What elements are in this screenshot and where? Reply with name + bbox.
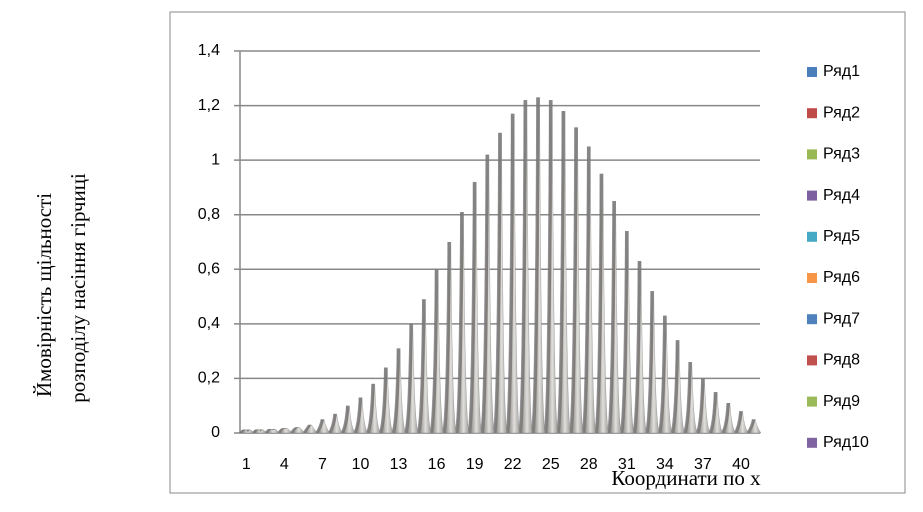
legend-label: Ряд3 [823,146,860,163]
spike [571,127,584,434]
spike [356,397,369,434]
legend-swatch [807,190,817,201]
spike [584,146,597,434]
spike [254,429,267,434]
x-tick-label: 40 [732,456,750,473]
spike [381,367,394,434]
spike [495,132,508,434]
legend-swatch [807,437,817,448]
spike [736,411,749,434]
legend-swatch [807,314,817,325]
spike [457,211,470,434]
legend-swatch [807,273,817,283]
spike [520,100,533,434]
spike [597,173,610,434]
spike [470,181,483,434]
spike [647,291,660,434]
y-tick-label: 0,4 [198,315,220,332]
legend-label: Ряд8 [823,352,860,369]
chart-frame [169,11,906,494]
spike [343,405,356,434]
x-tick-label: 25 [542,456,560,473]
legend-label: Ряд9 [823,393,860,410]
y-tick-label: 0,8 [198,206,220,223]
spike [711,392,724,434]
spike [292,427,305,434]
spike [622,231,635,434]
x-tick-label: 4 [280,456,289,473]
x-tick-label: 1 [242,456,251,473]
spike [330,413,343,434]
x-tick-label: 22 [504,456,522,473]
x-tick-label: 16 [428,456,446,473]
legend-swatch [807,355,817,366]
spike [749,419,762,434]
x-axis-title: Координати по х [611,466,761,490]
legend-label: Ряд1 [823,63,860,80]
spike [685,362,698,434]
spike [432,269,445,434]
legend-swatch [807,108,817,119]
y-tick-label: 0,6 [198,261,220,278]
spike [482,154,495,434]
spike [558,111,571,434]
x-tick-label: 37 [694,456,712,473]
spike [508,113,521,434]
spike [406,323,419,434]
spike [698,378,711,434]
legend-label: Ряд10 [823,434,869,451]
y-tick-label: 0,2 [198,370,220,387]
x-tick-label: 10 [352,456,370,473]
spike [533,97,546,434]
spike [723,402,736,434]
spike [279,428,292,434]
y-axis-title: Ймовірність щільності [32,193,56,397]
legend-label: Ряд2 [823,104,860,121]
y-tick-label: 0 [211,424,220,441]
x-tick-label: 28 [580,456,598,473]
x-tick-label: 34 [656,456,674,473]
spike [368,383,381,434]
y-tick-label: 1,2 [198,97,220,114]
legend-label: Ряд4 [823,187,860,204]
spike [305,424,318,434]
spike [419,299,432,434]
legend-swatch [807,396,817,407]
spike [660,315,673,434]
x-tick-label: 7 [318,456,327,473]
x-tick-label: 19 [466,456,484,473]
spike [267,428,280,434]
spike [673,340,686,434]
spike [444,241,457,434]
x-tick-label: 31 [618,456,636,473]
legend-swatch [807,67,817,77]
spike [318,419,331,434]
y-axis-title: розподілу насіння гірчиці [66,173,90,403]
spike [241,429,254,434]
legend-label: Ряд7 [823,310,860,327]
legend-swatch [807,231,817,242]
spike [635,261,648,434]
x-tick-label: 13 [390,456,408,473]
legend-label: Ряд5 [823,228,860,245]
y-tick-label: 1,4 [198,42,220,59]
spike [546,100,559,434]
spike [394,348,407,434]
y-tick-label: 1 [211,151,220,168]
legend-label: Ряд6 [823,269,860,286]
spike [609,201,622,434]
legend-swatch [807,149,817,160]
